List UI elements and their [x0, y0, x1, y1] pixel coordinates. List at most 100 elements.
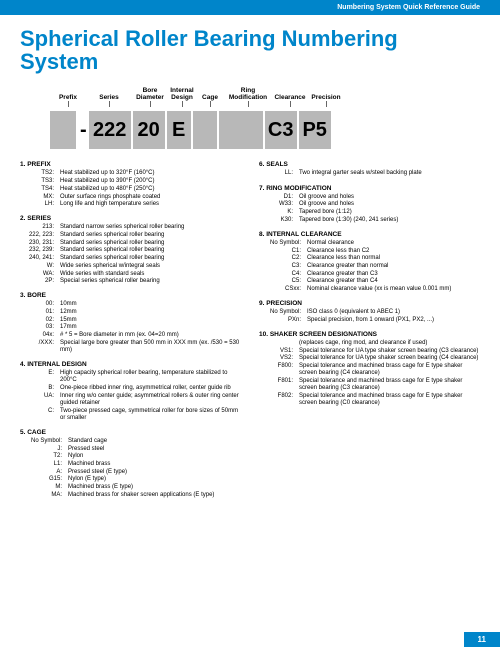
- def-key: J:: [20, 446, 68, 453]
- def-key: T2:: [20, 453, 68, 460]
- def-key: No Symbol:: [259, 309, 307, 316]
- definition-row: LL:Two integral garter seals w/steel bac…: [259, 170, 480, 177]
- def-val: Two integral garter seals w/steel backin…: [299, 170, 480, 177]
- def-val: Special tolerance and machined brass cag…: [299, 378, 480, 392]
- definition-row: 232, 239:Standard series spherical rolle…: [20, 247, 241, 254]
- definition-row: VS2:Special tolerance for UA type shaker…: [259, 355, 480, 362]
- section: 9. PRECISIONNo Symbol:ISO class 0 (equiv…: [259, 300, 480, 324]
- definition-row: W:Wide series spherical w/integral seals: [20, 263, 241, 270]
- diagram-box: C3: [265, 111, 297, 149]
- def-key: /XXX:: [20, 340, 60, 354]
- header-bar: Numbering System Quick Reference Guide: [0, 0, 500, 15]
- def-val: Special tolerance for UA type shaker scr…: [299, 355, 480, 362]
- definition-row: UA:Inner ring w/o center guide; asymmetr…: [20, 393, 241, 407]
- definition-row: No Symbol:Normal clearance: [259, 240, 480, 247]
- definition-row: 230, 231:Standard series spherical rolle…: [20, 240, 241, 247]
- section-heading: 1. PREFIX: [20, 161, 241, 168]
- page-title: Spherical Roller Bearing Numbering Syste…: [20, 27, 480, 73]
- definition-row: No Symbol:Standard cage: [20, 438, 241, 445]
- def-key: C3:: [259, 263, 307, 270]
- def-val: Heat stabilized up to 320°F (160°C): [60, 170, 241, 177]
- definition-row: TS4:Heat stabilized up to 480°F (250°C): [20, 186, 241, 193]
- def-val: Clearance greater than C4: [307, 278, 480, 285]
- def-key: W:: [20, 263, 60, 270]
- def-val: Two-piece pressed cage, symmetrical roll…: [60, 408, 241, 422]
- def-val: Wide series spherical w/integral seals: [60, 263, 241, 270]
- def-key: K:: [259, 209, 299, 216]
- def-val: Tapered bore (1:30) (240, 241 series): [299, 217, 480, 224]
- section: 8. INTERNAL CLEARANCENo Symbol:Normal cl…: [259, 231, 480, 293]
- definition-row: TS3:Heat stabilized up to 390°F (200°C): [20, 178, 241, 185]
- def-val: Standard cage: [68, 438, 241, 445]
- def-key: 02:: [20, 317, 60, 324]
- definition-row: LH:Long life and high temperature series: [20, 201, 241, 208]
- definition-row: WA:Wide series with standard seals: [20, 271, 241, 278]
- def-key: K30:: [259, 217, 299, 224]
- section-heading: 9. PRECISION: [259, 300, 480, 307]
- definition-row: W33:Oil groove and holes: [259, 201, 480, 208]
- definition-row: K:Tapered bore (1:12): [259, 209, 480, 216]
- def-val: High capacity spherical roller bearing, …: [60, 370, 241, 384]
- def-val: Special series spherical roller bearing: [60, 278, 241, 285]
- def-key: F802:: [259, 393, 299, 407]
- def-key: C5:: [259, 278, 307, 285]
- def-key: No Symbol:: [259, 240, 307, 247]
- definition-row: C4:Clearance greater than C3: [259, 271, 480, 278]
- def-key: C2:: [259, 255, 307, 262]
- definition-row: C2:Clearance less than normal: [259, 255, 480, 262]
- definition-row: VS1:Special tolerance for UA type shaker…: [259, 348, 480, 355]
- def-key: M:: [20, 484, 68, 491]
- def-val: Heat stabilized up to 480°F (250°C): [60, 186, 241, 193]
- def-key: LH:: [20, 201, 60, 208]
- def-val: Nylon (E type): [68, 476, 241, 483]
- section: 2. SERIES213:Standard narrow series sphe…: [20, 215, 241, 285]
- def-key: C1:: [259, 248, 307, 255]
- section-heading: 2. SERIES: [20, 215, 241, 222]
- def-val: Wide series with standard seals: [60, 271, 241, 278]
- def-key: B:: [20, 385, 60, 392]
- definition-row: C3:Clearance greater than normal: [259, 263, 480, 270]
- def-key: 2P:: [20, 278, 60, 285]
- def-val: Oil groove and holes: [299, 194, 480, 201]
- def-key: 213:: [20, 224, 60, 231]
- def-key: VS1:: [259, 348, 299, 355]
- definition-row: /XXX:Special large bore greater than 500…: [20, 340, 241, 354]
- section: 1. PREFIXTS2:Heat stabilized up to 320°F…: [20, 161, 241, 208]
- def-key: MX:: [20, 194, 60, 201]
- def-key: 240, 241:: [20, 255, 60, 262]
- def-val: 17mm: [60, 324, 241, 331]
- definition-row: 03:17mm: [20, 324, 241, 331]
- diagram-box: 222: [89, 111, 131, 149]
- diagram-label: InternalDesign: [168, 87, 196, 108]
- diagram-box: [50, 111, 76, 149]
- def-key: W33:: [259, 201, 299, 208]
- section-heading: 4. INTERNAL DESIGN: [20, 361, 241, 368]
- def-val: One-piece ribbed inner ring, asymmetrica…: [60, 385, 241, 392]
- def-val: Heat stabilized up to 390°F (200°C): [60, 178, 241, 185]
- def-key: 01:: [20, 309, 60, 316]
- section: 3. BORE00:10mm01:12mm02:15mm03:17mm04x:#…: [20, 292, 241, 354]
- def-key: A:: [20, 469, 68, 476]
- definition-row: 240, 241:Standard series spherical rolle…: [20, 255, 241, 262]
- page-content: Spherical Roller Bearing Numbering Syste…: [0, 15, 500, 506]
- diagram-label: RingModification: [224, 87, 272, 108]
- definition-row: C1:Clearance less than C2: [259, 248, 480, 255]
- def-key: TS3:: [20, 178, 60, 185]
- def-key: 03:: [20, 324, 60, 331]
- definition-row: A:Pressed steel (E type): [20, 469, 241, 476]
- definition-row: CSxx:Nominal clearance value (xx is mean…: [259, 286, 480, 293]
- def-val: Standard series spherical roller bearing: [60, 247, 241, 254]
- def-val: Clearance greater than normal: [307, 263, 480, 270]
- definition-row: 01:12mm: [20, 309, 241, 316]
- diagram-box: [193, 111, 217, 149]
- diagram-box: [219, 111, 263, 149]
- definition-row: PXn:Special precision, from 1 onward (PX…: [259, 317, 480, 324]
- def-key: D1:: [259, 194, 299, 201]
- def-key: C:: [20, 408, 60, 422]
- definition-row: E:High capacity spherical roller bearing…: [20, 370, 241, 384]
- def-val: Pressed steel (E type): [68, 469, 241, 476]
- def-key: WA:: [20, 271, 60, 278]
- def-val: Nominal clearance value (xx is mean valu…: [307, 286, 480, 293]
- definition-row: C5:Clearance greater than C4: [259, 278, 480, 285]
- def-key: C4:: [259, 271, 307, 278]
